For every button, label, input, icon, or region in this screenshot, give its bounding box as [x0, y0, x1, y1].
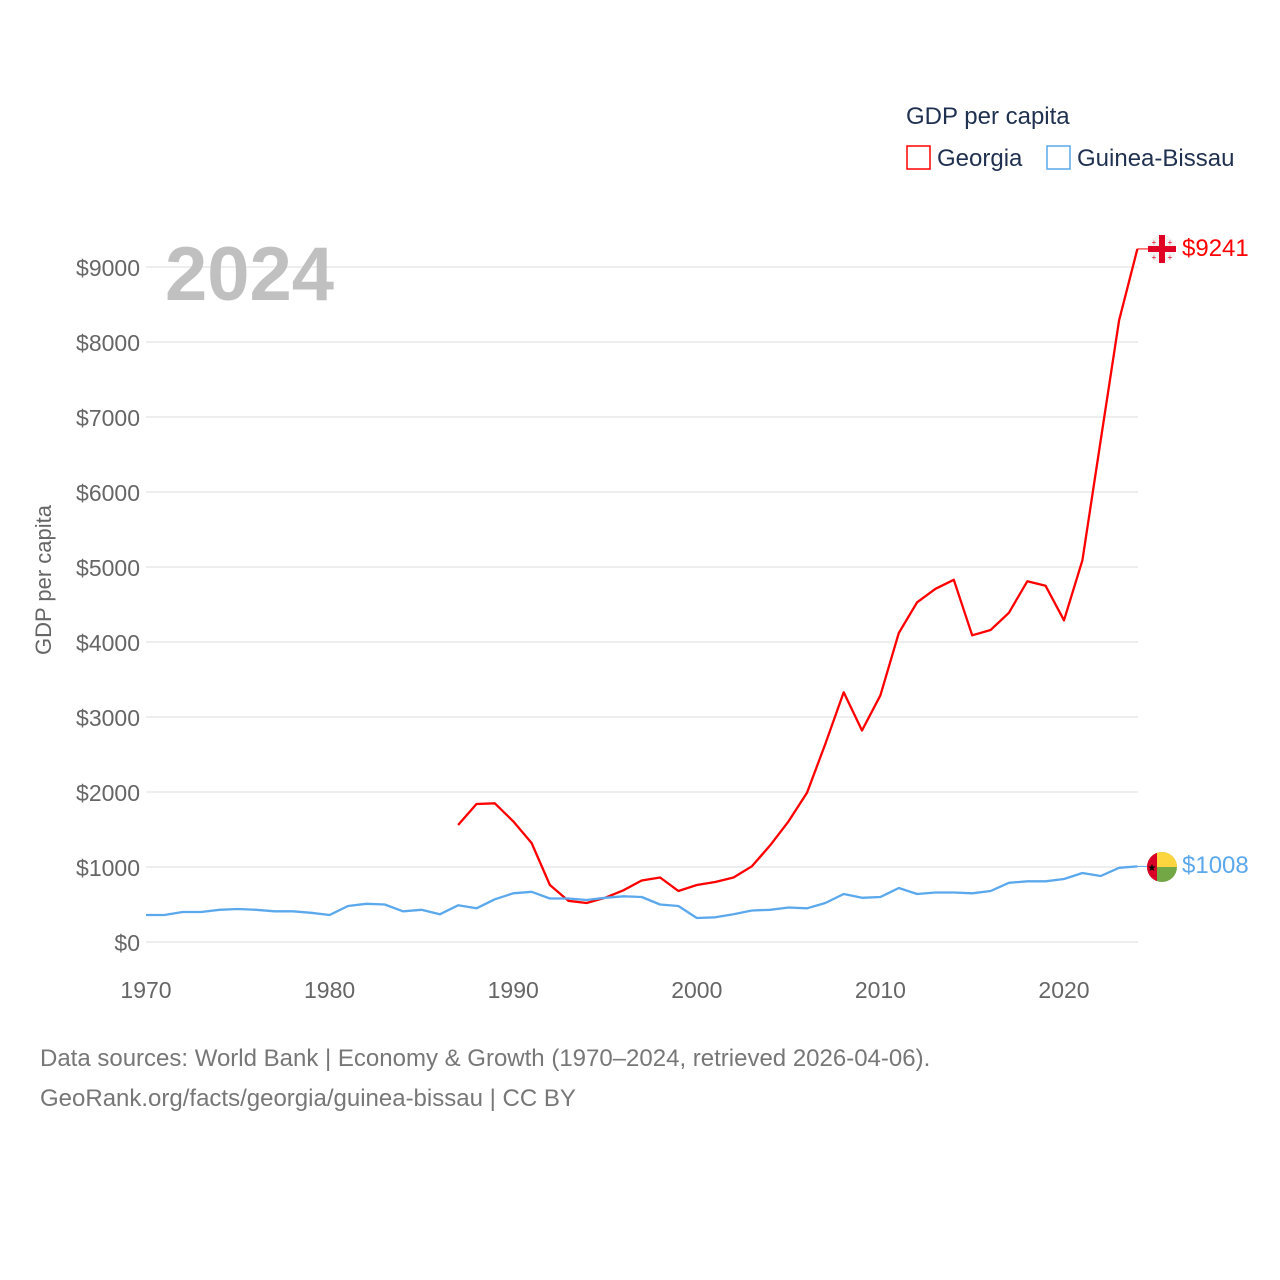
y-tick-label: $8000 [76, 330, 140, 356]
y-tick-label: $5000 [76, 555, 140, 581]
guinea-bissau-flag-icon: ★ [1147, 852, 1177, 882]
legend-label-georgia[interactable]: Georgia [937, 145, 1023, 172]
chart: $0 $1000 $2000 $3000 $4000 $5000 $6000 $7000 $80… [31, 103, 1249, 1003]
svg-text:+: + [1168, 253, 1173, 262]
svg-text:+: + [1168, 238, 1173, 247]
svg-text:+: + [1152, 253, 1157, 262]
georgia-flag-icon: + + + + [1148, 235, 1176, 263]
y-tick-label: $9000 [76, 255, 140, 281]
y-tick-label: $2000 [76, 780, 140, 806]
legend-swatch-georgia [906, 145, 931, 170]
y-tick-label: $3000 [76, 705, 140, 731]
y-tick-label: $4000 [76, 630, 140, 656]
legend-label-guinea-bissau[interactable]: Guinea-Bissau [1077, 145, 1234, 172]
x-tick-label: 2000 [671, 977, 722, 1003]
series-line-georgia [457, 248, 1139, 905]
y-tick-label: $7000 [76, 405, 140, 431]
legend-title: GDP per capita [906, 103, 1070, 130]
y-tick-label: $1000 [76, 855, 140, 881]
y-tick-label: $0 [114, 930, 140, 956]
y-tick-label: $6000 [76, 480, 140, 506]
georgia-end-label: $9241 [1182, 235, 1249, 262]
x-tick-label: 1980 [304, 977, 355, 1003]
x-tick-label: 1970 [120, 977, 171, 1003]
footer-sources: Data sources: World Bank | Economy & Gro… [40, 1045, 931, 1072]
chart-title-year: 2024 [165, 232, 334, 317]
series-line-guinea-bissau [146, 865, 1138, 920]
svg-text:+: + [1152, 238, 1157, 247]
svg-text:★: ★ [1148, 863, 1157, 874]
footer-link[interactable]: GeoRank.org/facts/georgia/guinea-bissau … [40, 1085, 576, 1112]
x-tick-label: 1990 [488, 977, 539, 1003]
x-tick-label: 2020 [1038, 977, 1089, 1003]
x-tick-label: 2010 [855, 977, 906, 1003]
y-axis-label: GDP per capita [31, 504, 56, 655]
guinea-bissau-end-label: $1008 [1182, 852, 1249, 879]
legend-swatch-guinea-bissau [1046, 145, 1071, 170]
